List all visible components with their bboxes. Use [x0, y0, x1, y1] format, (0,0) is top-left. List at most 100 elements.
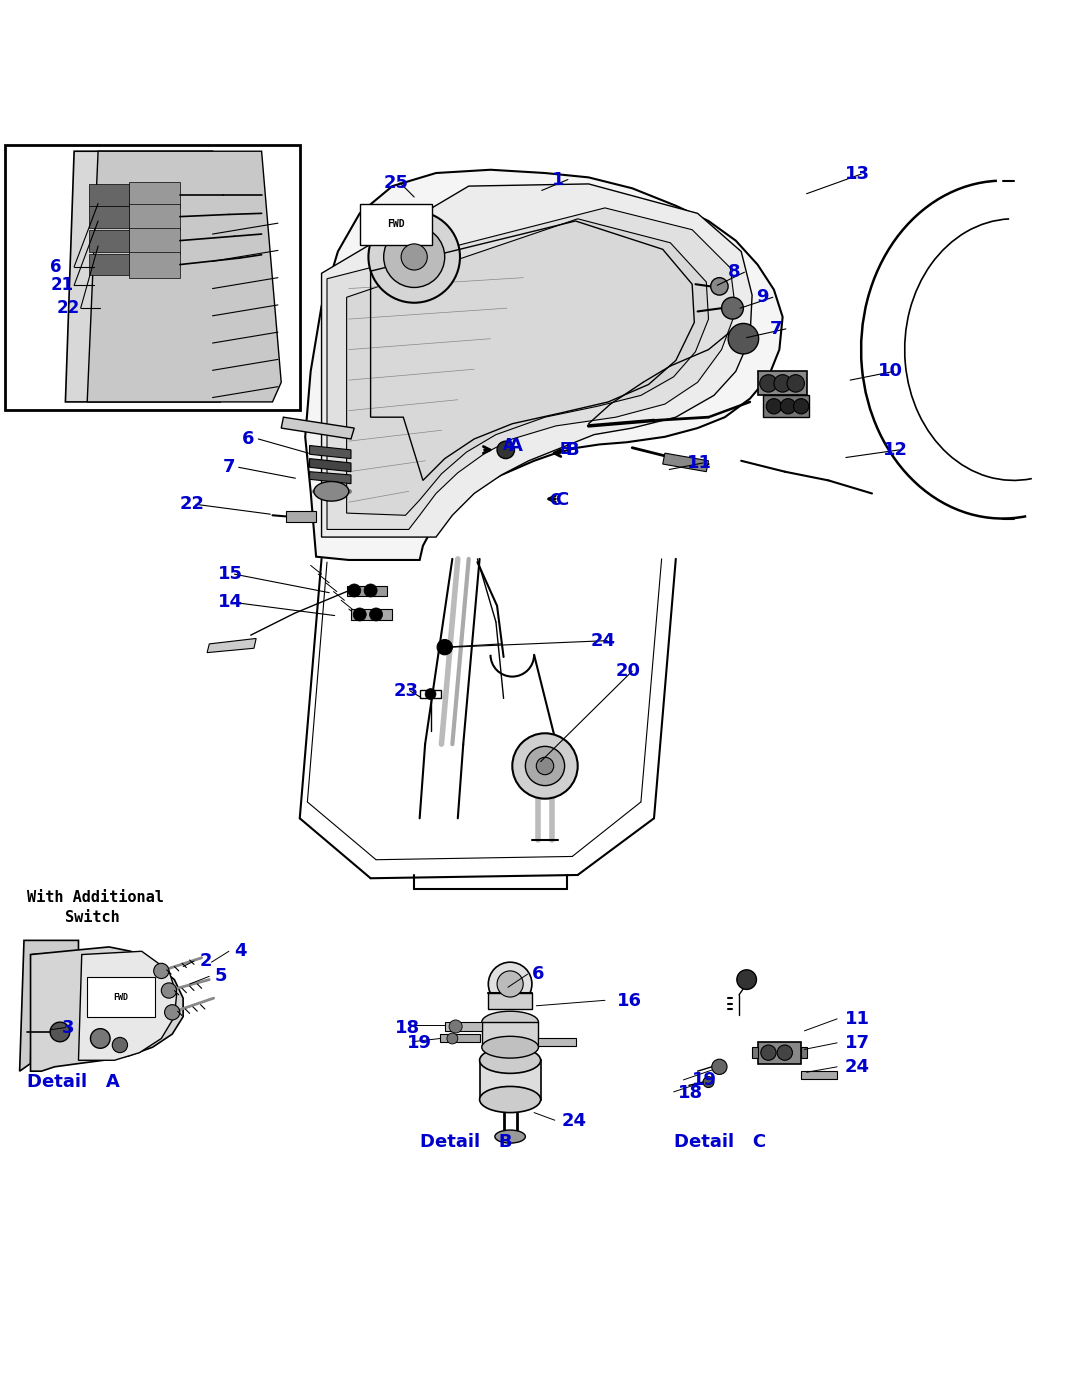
Text: B: B [560, 443, 571, 458]
Polygon shape [758, 1042, 801, 1063]
Polygon shape [89, 253, 129, 275]
Polygon shape [801, 1071, 837, 1079]
Circle shape [90, 1028, 110, 1048]
Polygon shape [129, 227, 180, 253]
Text: 14: 14 [218, 594, 243, 612]
Text: 1: 1 [552, 170, 564, 188]
Text: FWD: FWD [113, 993, 129, 1001]
Text: A: A [509, 436, 523, 455]
Text: 8: 8 [728, 263, 741, 282]
Circle shape [401, 243, 427, 270]
Text: 2: 2 [199, 951, 211, 971]
Text: With Additional: With Additional [27, 891, 165, 905]
Polygon shape [327, 208, 736, 529]
Polygon shape [207, 638, 256, 653]
Circle shape [536, 758, 554, 774]
Circle shape [165, 1005, 180, 1020]
Text: 18: 18 [678, 1084, 703, 1101]
Circle shape [50, 1022, 70, 1042]
Circle shape [703, 1077, 714, 1088]
Circle shape [497, 441, 514, 459]
Circle shape [722, 297, 743, 319]
Polygon shape [347, 219, 708, 516]
Circle shape [154, 964, 169, 979]
Polygon shape [347, 586, 387, 595]
Circle shape [449, 1020, 462, 1033]
Circle shape [737, 969, 756, 990]
Circle shape [777, 1045, 792, 1060]
Text: 11: 11 [687, 454, 712, 472]
Text: 6: 6 [532, 965, 544, 983]
Polygon shape [482, 1022, 538, 1048]
Text: 9: 9 [756, 289, 768, 307]
Circle shape [348, 584, 361, 597]
Text: 21: 21 [50, 276, 73, 294]
Polygon shape [305, 169, 783, 560]
Circle shape [760, 374, 777, 392]
Text: 6: 6 [50, 257, 62, 276]
Text: A: A [504, 439, 514, 452]
Circle shape [766, 399, 782, 414]
Text: C: C [555, 491, 568, 509]
Text: 15: 15 [218, 565, 243, 583]
Polygon shape [420, 690, 441, 698]
Polygon shape [310, 459, 351, 472]
Polygon shape [322, 184, 752, 538]
Polygon shape [310, 472, 351, 484]
Polygon shape [445, 1022, 482, 1031]
Text: 24: 24 [561, 1112, 586, 1130]
FancyBboxPatch shape [87, 978, 155, 1016]
Text: Detail   C: Detail C [674, 1133, 766, 1151]
Text: 22: 22 [57, 300, 80, 318]
Circle shape [794, 399, 809, 414]
Circle shape [368, 212, 460, 302]
Polygon shape [129, 252, 180, 278]
Text: 12: 12 [883, 441, 908, 459]
Polygon shape [758, 371, 807, 396]
Ellipse shape [480, 1086, 541, 1112]
Bar [5, 144, 300, 410]
Text: FWD: FWD [387, 219, 404, 230]
Text: 3: 3 [62, 1019, 74, 1037]
Text: 22: 22 [180, 495, 205, 513]
Polygon shape [286, 512, 316, 522]
Text: 24: 24 [845, 1057, 870, 1075]
Polygon shape [752, 1048, 758, 1059]
Circle shape [512, 733, 578, 799]
Polygon shape [663, 454, 709, 472]
FancyBboxPatch shape [360, 204, 432, 245]
Polygon shape [65, 151, 220, 402]
Polygon shape [351, 609, 392, 620]
Circle shape [425, 689, 436, 700]
Text: 17: 17 [845, 1034, 870, 1052]
Text: Switch: Switch [65, 910, 120, 925]
Text: 25: 25 [384, 173, 409, 193]
Circle shape [497, 971, 523, 997]
Polygon shape [89, 206, 129, 227]
Polygon shape [78, 951, 177, 1060]
Text: Detail   A: Detail A [27, 1072, 120, 1092]
Text: 20: 20 [616, 663, 641, 681]
Polygon shape [763, 396, 809, 417]
Polygon shape [440, 1034, 480, 1042]
Polygon shape [129, 182, 180, 208]
Polygon shape [310, 446, 351, 459]
Text: 11: 11 [845, 1009, 870, 1028]
Circle shape [774, 374, 791, 392]
Ellipse shape [482, 1011, 538, 1033]
Circle shape [447, 1033, 458, 1044]
Circle shape [353, 608, 366, 622]
Circle shape [780, 399, 796, 414]
Text: 23: 23 [393, 682, 419, 700]
Polygon shape [488, 993, 532, 1009]
Circle shape [370, 608, 383, 622]
Polygon shape [89, 184, 129, 206]
Ellipse shape [495, 1130, 525, 1143]
Circle shape [712, 1059, 727, 1074]
Text: 19: 19 [692, 1071, 717, 1089]
Polygon shape [801, 1048, 807, 1059]
Text: C: C [549, 492, 560, 507]
Polygon shape [20, 941, 78, 1071]
Circle shape [711, 278, 728, 296]
Text: 13: 13 [845, 165, 870, 183]
